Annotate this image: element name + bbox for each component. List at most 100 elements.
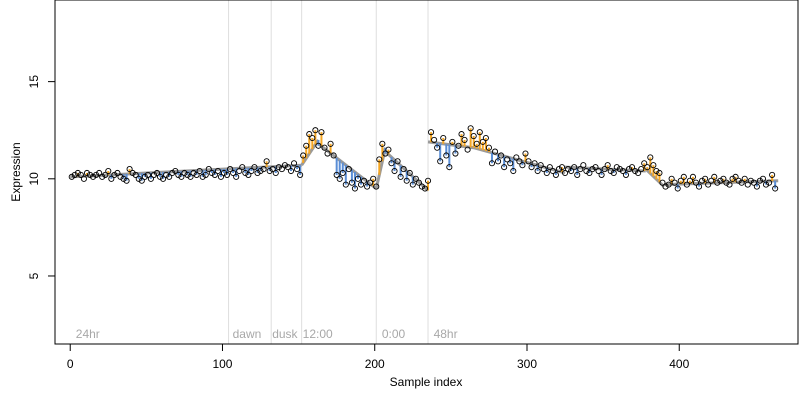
data-point — [513, 154, 520, 161]
data-point — [495, 158, 502, 165]
data-point — [702, 175, 709, 182]
data-point — [552, 171, 559, 178]
data-point — [562, 169, 569, 177]
data-point — [473, 140, 480, 147]
data-point — [610, 169, 617, 177]
data-point — [379, 140, 386, 147]
data-point — [528, 164, 535, 171]
data-point — [321, 144, 328, 151]
data-point — [595, 167, 602, 175]
data-point — [290, 160, 298, 167]
data-point — [406, 169, 413, 177]
data-point — [391, 167, 398, 175]
data-point — [565, 166, 572, 173]
data-point — [309, 134, 316, 142]
data-point — [150, 171, 158, 178]
data-point — [68, 173, 75, 180]
data-point — [680, 173, 687, 180]
data-point — [117, 173, 124, 180]
data-point — [169, 169, 176, 177]
data-point — [129, 169, 136, 177]
data-point — [668, 175, 675, 182]
data-point — [196, 167, 203, 175]
data-point — [711, 173, 718, 180]
data-point — [522, 150, 529, 157]
data-point — [102, 171, 109, 178]
data-point — [336, 175, 343, 182]
data-point — [239, 164, 246, 171]
data-point — [361, 177, 368, 184]
data-point — [613, 164, 620, 171]
data-point — [574, 171, 581, 178]
data-point — [236, 167, 243, 175]
x-tick-label: 100 — [212, 357, 232, 371]
data-point — [546, 164, 553, 171]
data-point — [120, 175, 127, 182]
data-point — [756, 177, 763, 184]
data-point — [428, 129, 435, 136]
data-point — [717, 177, 724, 184]
data-point — [689, 173, 696, 180]
data-point — [491, 148, 499, 155]
data-point — [558, 164, 566, 171]
data-point — [440, 134, 447, 142]
data-point — [476, 129, 483, 136]
data-point — [348, 179, 355, 186]
data-point — [80, 175, 87, 182]
data-point — [251, 164, 258, 171]
data-point — [501, 164, 508, 171]
annotation-label: 12:00 — [303, 327, 333, 341]
data-point — [604, 162, 611, 169]
data-point — [714, 179, 721, 186]
data-point — [397, 173, 404, 180]
data-point — [723, 179, 730, 186]
data-point — [516, 158, 523, 165]
data-point — [653, 167, 660, 175]
data-point — [370, 175, 377, 182]
data-point — [519, 162, 526, 169]
data-point — [260, 166, 267, 173]
data-point — [741, 175, 748, 182]
data-point — [93, 171, 100, 178]
x-axis: 0 100 200 300 400 — [67, 343, 690, 371]
data-point — [464, 146, 471, 153]
data-point — [720, 175, 727, 182]
data-point — [622, 171, 630, 178]
data-point — [275, 164, 282, 171]
data-point — [254, 169, 261, 177]
data-point — [772, 185, 779, 192]
x-tick-label: 400 — [669, 357, 689, 371]
annotation-label: dawn — [233, 327, 262, 341]
data-point — [452, 150, 459, 157]
data-point — [157, 173, 164, 180]
x-axis-title: Sample index — [390, 375, 463, 389]
data-point — [147, 175, 154, 182]
annotation-label: 48hr — [434, 327, 458, 341]
data-point — [735, 177, 742, 184]
data-point — [233, 173, 240, 180]
data-point — [641, 160, 648, 167]
data-point — [354, 175, 362, 182]
data-point — [330, 152, 337, 159]
annotation-label: 24hr — [76, 327, 100, 341]
data-point — [208, 169, 215, 177]
data-point — [747, 177, 754, 184]
data-point — [74, 169, 81, 177]
data-point — [114, 169, 121, 177]
data-point — [421, 185, 429, 192]
data-point — [571, 164, 578, 171]
data-point — [385, 146, 392, 153]
data-point — [248, 167, 255, 175]
data-point — [683, 181, 690, 188]
data-point — [205, 166, 212, 173]
data-point — [677, 177, 684, 184]
data-point — [458, 131, 465, 138]
data-point — [665, 181, 672, 188]
data-point — [632, 167, 639, 175]
data-point — [446, 164, 453, 171]
data-point — [443, 152, 450, 159]
fit-segment — [427, 140, 474, 150]
data-point — [418, 183, 425, 190]
fit-segment — [374, 147, 387, 189]
